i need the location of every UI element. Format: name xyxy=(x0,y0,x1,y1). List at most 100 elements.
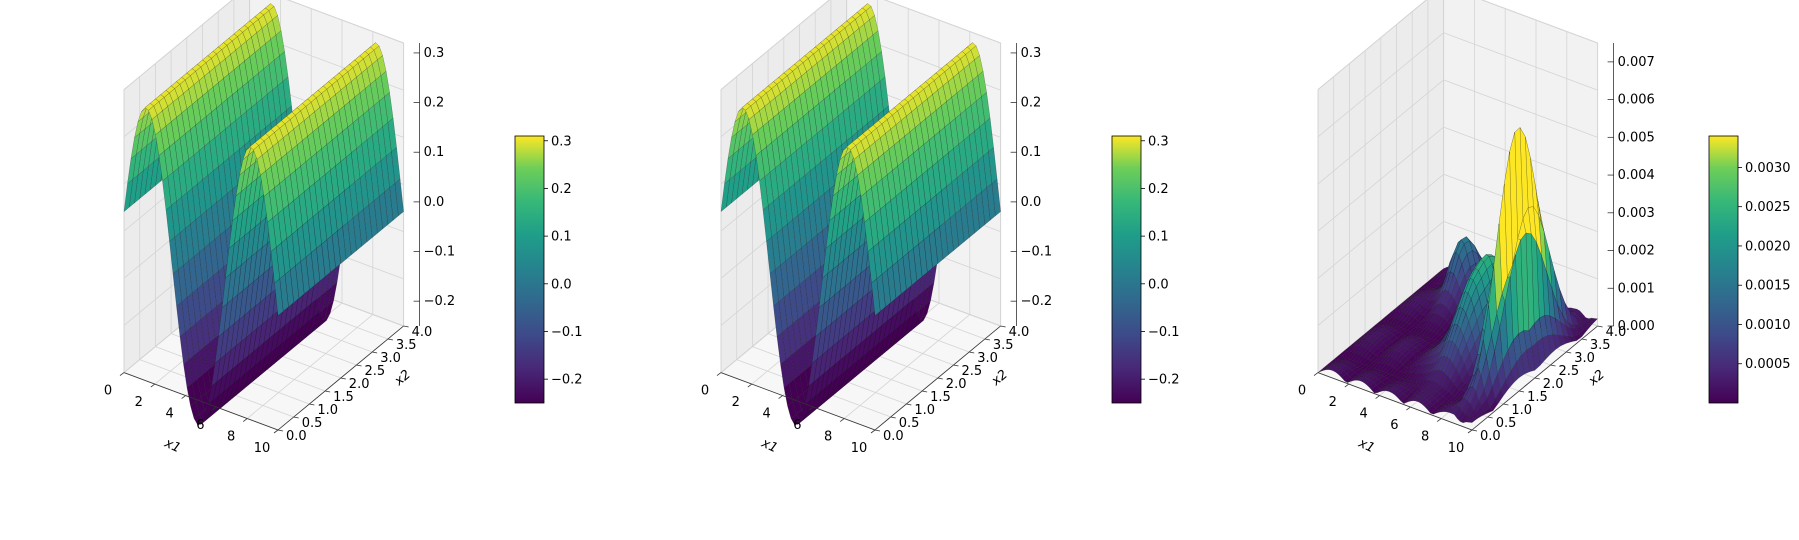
y-tick-label: 3.5 xyxy=(396,338,417,353)
y-tick xyxy=(1487,416,1493,419)
z-tick-label: 0.1 xyxy=(1021,145,1042,160)
z-tick-label: 0.006 xyxy=(1618,93,1655,108)
colorbar: −0.2 −0.1 0.0 0.1 0.2 0.3 xyxy=(1111,134,1180,404)
y-tick-label: 3.5 xyxy=(993,338,1014,353)
x-tick-label: 4 xyxy=(762,407,770,422)
grid-line xyxy=(1317,32,1444,138)
surface-patch xyxy=(1468,417,1478,423)
x-tick xyxy=(273,429,279,434)
y-tick-label: 3.0 xyxy=(1574,351,1595,366)
colorbar-tick-label: 0.2 xyxy=(551,182,572,197)
x-tick xyxy=(1406,406,1411,411)
colorbar-gradient xyxy=(1708,135,1739,404)
z-tick-label: 0.004 xyxy=(1618,168,1655,183)
x-axis-label: x1 xyxy=(1355,436,1377,457)
x-tick xyxy=(1344,383,1350,388)
y-tick-label: 0.0 xyxy=(286,429,307,444)
x-tick-label: 6 xyxy=(1390,418,1398,433)
y-axis: 0.00.51.01.52.02.53.03.54.0 x2 xyxy=(874,325,1029,444)
y-tick-label: 1.0 xyxy=(1511,403,1532,418)
surface xyxy=(123,3,404,425)
y-tick xyxy=(1550,364,1556,367)
y-tick-label: 2.5 xyxy=(365,364,386,379)
y-tick xyxy=(309,403,315,406)
x-tick-label: 4 xyxy=(1359,407,1367,422)
colorbar: 0.0005 0.0010 0.0015 0.0020 0.0025 0.0030 xyxy=(1708,135,1791,404)
grid-line xyxy=(1443,32,1598,91)
y-tick xyxy=(1000,325,1006,328)
y-tick-label: 2.5 xyxy=(962,364,983,379)
z-tick-label: 0.005 xyxy=(1618,130,1655,145)
y-tick xyxy=(1471,429,1478,432)
z-tick-label: 0.2 xyxy=(424,96,445,111)
z-tick-label: −0.1 xyxy=(424,245,456,260)
y-tick-label: 3.5 xyxy=(1590,338,1611,353)
y-tick xyxy=(293,416,299,419)
x-tick xyxy=(119,372,125,376)
z-tick-label: −0.2 xyxy=(424,294,456,309)
x-tick xyxy=(1313,372,1319,376)
z-tick-label: 0.3 xyxy=(1021,46,1042,61)
grid-line xyxy=(720,0,830,90)
x-tick xyxy=(778,395,783,399)
colorbar-tick-label: 0.0025 xyxy=(1745,200,1791,215)
x-tick-label: 2 xyxy=(732,395,740,410)
y-tick xyxy=(356,364,362,367)
y-tick-label: 2.5 xyxy=(1559,364,1580,379)
y-tick-label: 3.0 xyxy=(380,351,401,366)
z-tick-label: 0.002 xyxy=(1618,244,1655,259)
y-tick-label: 1.0 xyxy=(317,403,338,418)
colorbar-tick-label: 0.0010 xyxy=(1745,318,1791,333)
grid-line xyxy=(1317,221,1444,326)
colorbar-tick-label: 0.1 xyxy=(1148,230,1169,245)
y-tick xyxy=(325,390,331,393)
y-tick-label: 2.0 xyxy=(349,377,370,392)
x-tick xyxy=(150,383,156,388)
y-tick-label: 0.5 xyxy=(1496,416,1517,431)
y-tick xyxy=(906,403,912,406)
z-tick-label: −0.1 xyxy=(1021,245,1053,260)
z-axis: 0.000 0.001 0.002 0.003 0.004 0.005 0.006 0.007 xyxy=(1607,43,1655,334)
z-axis: −0.2 −0.1 0.0 0.1 0.2 0.3 xyxy=(1010,43,1053,326)
x-tick-label: 2 xyxy=(1329,395,1337,410)
colorbar-tick-label: −0.2 xyxy=(551,373,583,388)
z-tick-label: 0.003 xyxy=(1618,206,1655,221)
y-tick xyxy=(277,429,284,432)
colorbar-tick-label: 0.3 xyxy=(551,134,572,149)
x-axis: 0 2 4 6 8 10 x1 xyxy=(1298,372,1473,457)
colorbar-tick-label: 0.0015 xyxy=(1745,279,1791,294)
grid-line xyxy=(884,0,1001,44)
x-tick xyxy=(1436,418,1442,422)
x-tick-label: 8 xyxy=(227,430,235,445)
x-tick xyxy=(716,372,722,376)
colorbar-tick-label: 0.1 xyxy=(551,230,572,245)
y-tick xyxy=(1581,338,1587,341)
x-tick-label: 0 xyxy=(104,384,112,399)
x-tick xyxy=(1467,429,1473,434)
colorbar-gradient xyxy=(1111,135,1142,404)
z-tick-label: 0.001 xyxy=(1618,281,1655,296)
surface-patch xyxy=(871,278,881,316)
y-tick xyxy=(1519,390,1525,393)
z-tick-label: 0.0 xyxy=(1021,195,1042,210)
y-tick xyxy=(969,351,975,354)
x-axis: 0 2 4 6 8 10 x1 xyxy=(104,372,279,456)
grid-line xyxy=(123,0,233,90)
surface-patch xyxy=(274,278,284,316)
colorbar-tick-label: 0.3 xyxy=(1148,134,1169,149)
y-tick xyxy=(340,377,346,380)
y-tick xyxy=(1503,403,1509,406)
colorbar-tick-label: 0.2 xyxy=(1148,182,1169,197)
x-tick-label: 10 xyxy=(254,441,271,456)
y-tick xyxy=(1566,351,1572,354)
z-tick-label: 0.3 xyxy=(424,46,445,61)
y-tick xyxy=(953,364,959,367)
colorbar-gradient xyxy=(514,135,545,404)
y-tick xyxy=(1597,325,1603,328)
surface xyxy=(1317,126,1598,424)
x-tick-label: 8 xyxy=(824,430,832,445)
y-tick-label: 4.0 xyxy=(412,325,433,340)
y-tick xyxy=(874,429,881,432)
